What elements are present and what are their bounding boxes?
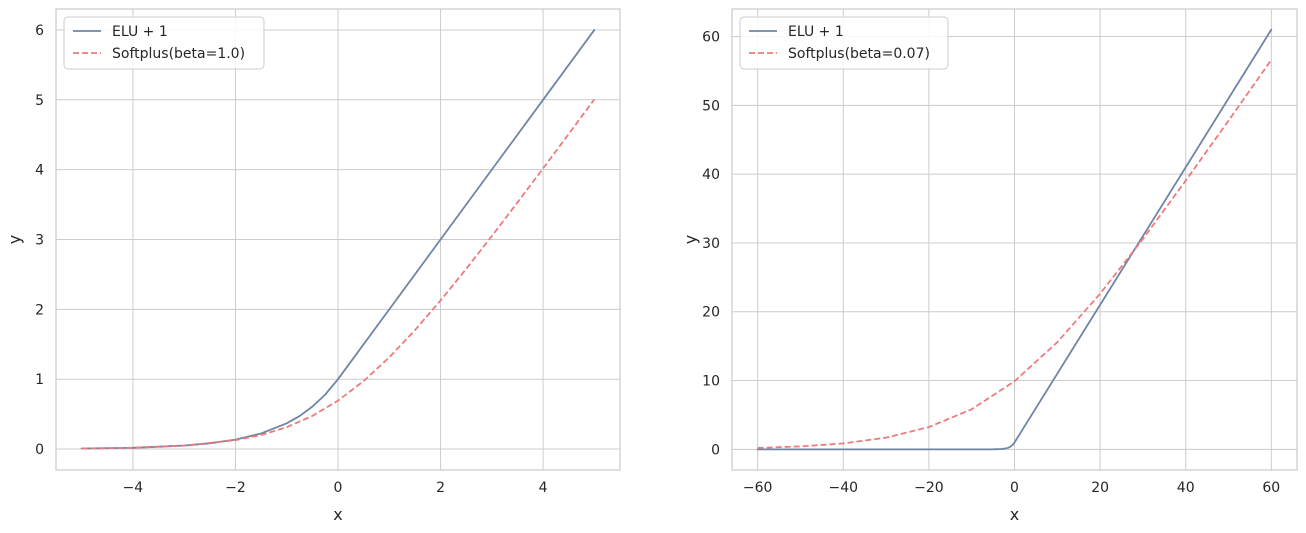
legend: ELU + 1 Softplus(beta=0.07) [739,16,949,70]
y-tick-label: 30 [702,236,720,252]
y-tick-label: 0 [35,442,44,458]
series-line-softplus [81,98,596,450]
x-tick-label: −60 [743,480,773,496]
y-tick-label: 5 [35,93,44,109]
series-line-elu [80,29,596,450]
y-tick-label: 50 [702,98,720,114]
right-plot: −60 −40 −20 0 20 40 60 0 10 20 30 40 50 60 x y ELU + 1 So… [681,8,1298,524]
y-tick-label: 20 [702,305,720,321]
series-lines [756,28,1273,451]
x-tick-label: −20 [914,480,944,496]
plot-frame [731,8,1298,471]
legend-label-elu: ELU + 1 [112,24,168,40]
legend-label-softplus: Softplus(beta=0.07) [788,46,930,62]
plot-frame [55,8,621,471]
y-tick-label: 40 [702,167,720,183]
legend-box [63,16,265,70]
x-tick-label: 0 [1010,480,1019,496]
x-tick-label: 20 [1091,480,1109,496]
series-line-elu [756,28,1273,451]
y-axis-label: y [5,235,24,244]
x-axis-label: x [1010,505,1019,524]
x-tick-label: 2 [436,480,445,496]
legend-label-softplus: Softplus(beta=1.0) [112,46,245,62]
y-tick-label: 2 [35,302,44,318]
y-tick-label: 4 [35,163,44,179]
x-tick-label: 0 [334,480,343,496]
x-tick-label: −4 [123,480,144,496]
series-lines [80,29,596,450]
x-tick-label: −40 [829,480,859,496]
series-line-softplus [757,59,1273,449]
y-tick-label: 6 [35,23,44,39]
y-tick-label: 3 [35,233,44,249]
y-tick-label: 10 [702,374,720,390]
left-plot: −4 −2 0 2 4 0 1 2 3 4 5 6 x y ELU + 1 Softplus(beta=1.0… [5,8,621,524]
legend: ELU + 1 Softplus(beta=1.0) [63,16,265,70]
x-axis-label: x [333,505,342,524]
y-tick-label: 0 [711,442,720,458]
y-axis-label: y [681,235,700,244]
y-tick-label: 60 [702,30,720,46]
legend-box [739,16,949,70]
x-tick-label: 4 [539,480,548,496]
x-tick-label: −2 [225,480,246,496]
x-tick-label: 40 [1177,480,1195,496]
x-tick-label: 60 [1262,480,1280,496]
y-tick-label: 1 [35,372,44,388]
grid [732,9,1297,470]
legend-label-elu: ELU + 1 [788,24,844,40]
